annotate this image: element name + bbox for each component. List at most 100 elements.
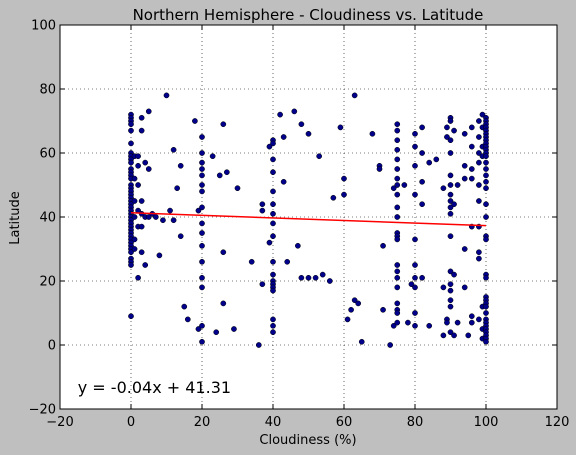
scatter-point bbox=[199, 274, 205, 281]
scatter-point bbox=[483, 214, 489, 220]
scatter-point bbox=[419, 150, 425, 156]
y-tick-label: 40 bbox=[39, 211, 56, 226]
scatter-point bbox=[412, 143, 418, 150]
x-tick-label: 40 bbox=[265, 415, 282, 430]
scatter-point bbox=[199, 284, 205, 291]
scatter-point bbox=[412, 162, 418, 169]
scatter-point bbox=[266, 143, 273, 150]
scatter-point bbox=[128, 121, 134, 128]
scatter-point bbox=[199, 220, 205, 227]
scatter-point bbox=[220, 121, 227, 128]
scatter-point bbox=[355, 300, 362, 307]
scatter-point bbox=[380, 306, 386, 313]
scatter-point bbox=[440, 185, 447, 192]
scatter-point bbox=[426, 322, 433, 329]
scatter-point bbox=[195, 207, 202, 214]
scatter-point bbox=[468, 124, 475, 131]
scatter-point bbox=[145, 108, 152, 115]
x-tick-label: 80 bbox=[407, 415, 424, 430]
scatter-point bbox=[394, 214, 401, 220]
scatter-point bbox=[412, 191, 418, 198]
scatter-point bbox=[199, 322, 205, 329]
scatter-point bbox=[270, 169, 276, 176]
scatter-point bbox=[476, 255, 482, 262]
scatter-point bbox=[291, 108, 298, 115]
scatter-point bbox=[376, 166, 383, 172]
scatter-point bbox=[156, 252, 163, 259]
scatter-point bbox=[138, 198, 145, 204]
scatter-point bbox=[270, 220, 276, 227]
scatter-point bbox=[394, 268, 401, 275]
x-axis-label: Cloudiness (%) bbox=[259, 433, 356, 448]
scatter-point bbox=[270, 258, 276, 265]
scatter-point bbox=[145, 214, 152, 220]
scatter-point bbox=[394, 262, 401, 268]
y-tick-label: 0 bbox=[48, 339, 56, 354]
x-tick-label: 100 bbox=[474, 415, 499, 430]
scatter-point bbox=[476, 118, 482, 124]
scatter-point bbox=[461, 162, 468, 169]
scatter-point bbox=[394, 300, 401, 307]
scatter-point bbox=[447, 118, 454, 124]
y-tick-label: 80 bbox=[39, 83, 56, 98]
scatter-point bbox=[131, 236, 138, 243]
scatter-point bbox=[135, 162, 141, 169]
scatter-point bbox=[412, 284, 418, 291]
scatter-point bbox=[412, 274, 418, 281]
x-tick-label: 60 bbox=[336, 415, 353, 430]
scatter-point bbox=[199, 338, 205, 345]
scatter-point bbox=[483, 338, 489, 345]
scatter-point bbox=[447, 287, 454, 294]
y-axis-label: Latitude bbox=[8, 191, 23, 245]
scatter-point bbox=[128, 159, 134, 166]
scatter-point bbox=[298, 274, 305, 281]
scatter-point bbox=[394, 319, 401, 326]
scatter-point bbox=[468, 319, 475, 326]
scatter-point bbox=[153, 214, 159, 220]
scatter-point bbox=[412, 310, 418, 316]
scatter-point bbox=[170, 217, 177, 224]
x-tick-label: 20 bbox=[194, 415, 211, 430]
scatter-point bbox=[341, 191, 347, 198]
scatter-point bbox=[483, 159, 489, 166]
scatter-point bbox=[394, 175, 401, 182]
scatter-point bbox=[213, 329, 220, 336]
scatter-point bbox=[412, 322, 418, 329]
scatter-point bbox=[451, 332, 457, 339]
scatter-point bbox=[394, 146, 401, 153]
scatter-point bbox=[447, 198, 454, 204]
scatter-point bbox=[298, 121, 305, 128]
y-axis-ticks: −20 0 20 40 60 80 100 bbox=[29, 19, 557, 418]
scatter-point bbox=[231, 326, 237, 332]
scatter-point bbox=[344, 316, 351, 323]
y-tick-label: 60 bbox=[39, 147, 56, 162]
scatter-point bbox=[259, 207, 266, 214]
scatter-point bbox=[224, 169, 230, 176]
scatter-point bbox=[135, 182, 141, 188]
scatter-point bbox=[138, 114, 145, 121]
scatter-point bbox=[476, 150, 482, 156]
scatter-point bbox=[199, 150, 205, 156]
scatter-point bbox=[199, 166, 205, 172]
scatter-point bbox=[412, 236, 418, 243]
scatter-point bbox=[163, 92, 170, 99]
scatter-point bbox=[337, 124, 344, 131]
scatter-point bbox=[461, 130, 468, 137]
scatter-point bbox=[358, 338, 365, 345]
scatter-point bbox=[351, 297, 358, 304]
scatter-point bbox=[234, 185, 241, 192]
scatter-point bbox=[128, 127, 134, 134]
scatter-point bbox=[444, 134, 450, 140]
scatter-point bbox=[454, 319, 461, 326]
scatter-point bbox=[468, 313, 475, 320]
scatter-point bbox=[138, 223, 145, 230]
scatter-point bbox=[174, 185, 180, 192]
scatter-point bbox=[483, 178, 489, 185]
scatter-point bbox=[401, 182, 408, 188]
x-tick-label: −20 bbox=[46, 415, 73, 430]
scatter-point bbox=[319, 271, 326, 278]
scatter-point bbox=[461, 284, 468, 291]
scatter-point bbox=[280, 178, 287, 185]
scatter-point bbox=[447, 281, 454, 288]
